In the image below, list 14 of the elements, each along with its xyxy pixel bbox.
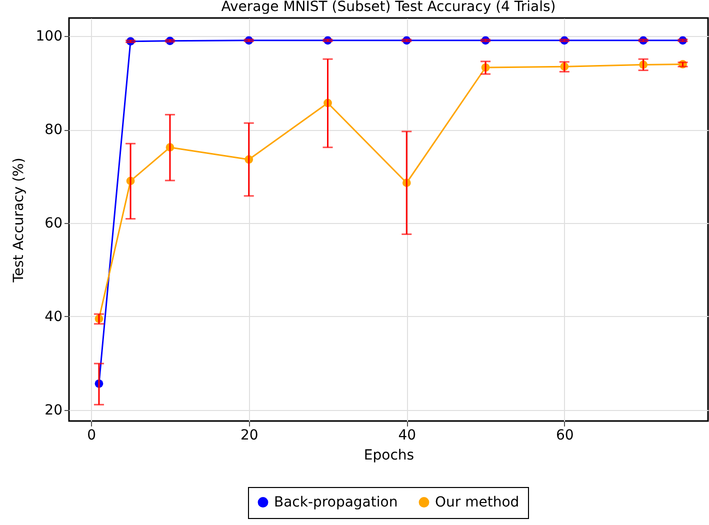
x-tick-label: 40 [398,428,416,444]
y-tick-label: 100 [36,28,62,45]
x-tick-label: 20 [240,428,258,444]
chart-title: Average MNIST (Subset) Test Accuracy (4 Trials) [221,0,556,15]
y-tick-label: 20 [44,402,62,418]
y-tick-label: 60 [44,216,62,232]
x-tick-label: 60 [556,428,574,444]
y-tick-label: 40 [44,308,62,325]
y-tick-label: 80 [44,122,62,138]
legend-label: Back-propagation [274,494,398,510]
y-axis-title: Test Accuracy (%) [10,158,27,284]
legend-label: Our method [435,494,520,510]
x-tick-label: 0 [87,428,96,444]
x-axis-title: Epochs [364,448,414,464]
